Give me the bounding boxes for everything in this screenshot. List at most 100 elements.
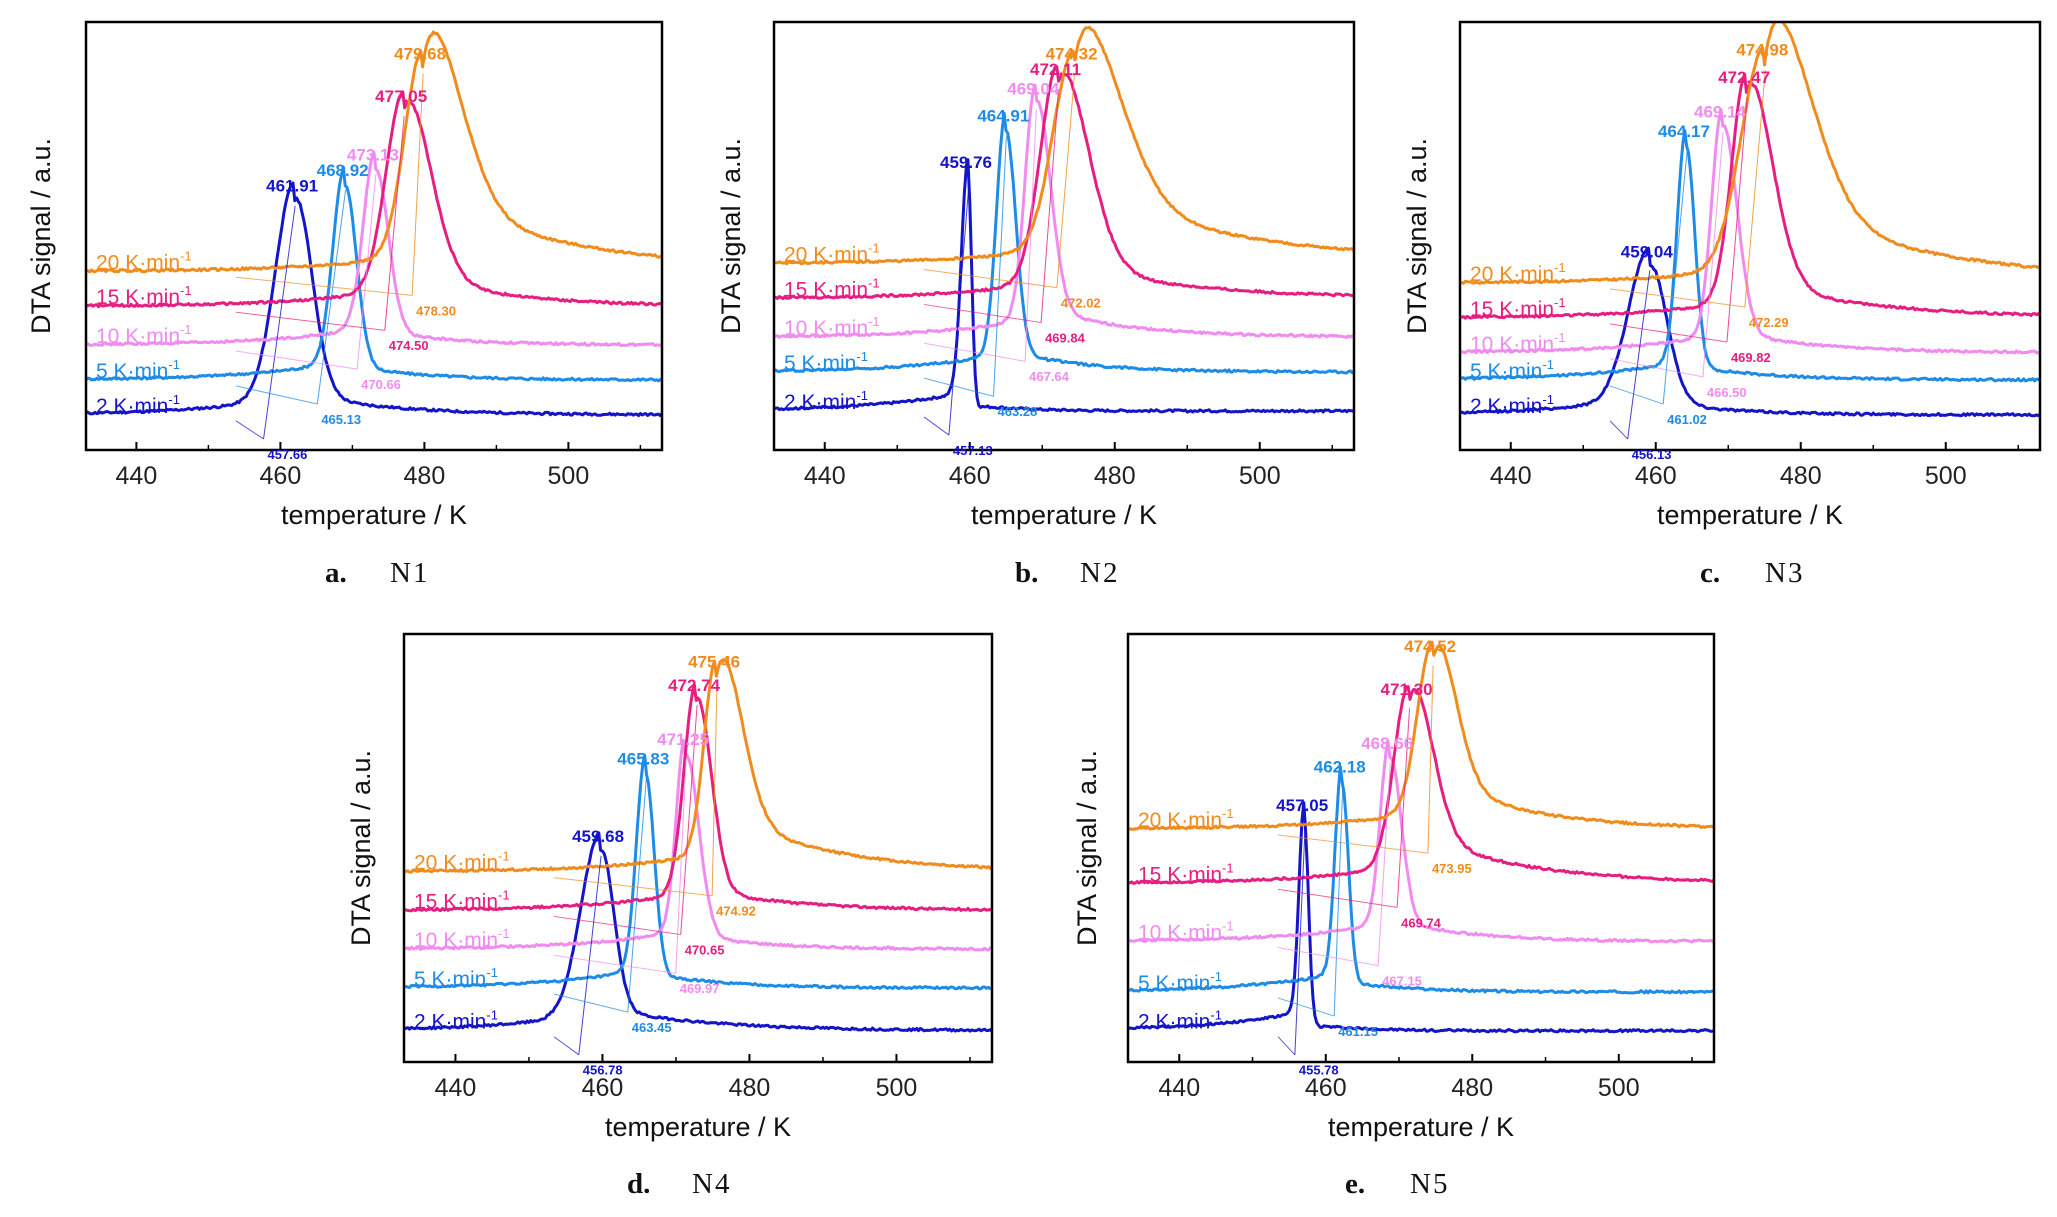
peak-label-10k: 471.25	[657, 730, 709, 749]
peak-label-2k: 459.04	[1621, 242, 1674, 261]
series-label-20k: 20 K·min-1	[784, 241, 880, 267]
series-label-20k: 20 K·min-1	[414, 849, 510, 875]
series-label-10k: 10 K·min-1	[1138, 918, 1234, 944]
series-label-sup: -1	[180, 248, 192, 263]
curves	[1128, 640, 1714, 1034]
series-label-sup: -1	[1554, 295, 1566, 310]
x-tick-label: 500	[876, 1074, 918, 1102]
series-label-20k: 20 K·min-1	[96, 248, 192, 274]
y-axis-label: DTA signal / a.u.	[26, 138, 56, 334]
onset-tangent-10k	[1377, 762, 1391, 966]
onset-label-10k: 467.64	[1029, 369, 1070, 384]
series-label-sup: -1	[1222, 806, 1234, 821]
onset-label-10k: 469.97	[680, 981, 720, 996]
series-line-10k	[1128, 739, 1714, 944]
x-axis-label: temperature / K	[1657, 500, 1843, 530]
series-label-2k: 2 K·min-1	[784, 388, 868, 414]
series-label-sup: -1	[868, 241, 880, 256]
onset-tangent-10k	[356, 173, 377, 370]
series-line-5k	[774, 111, 1354, 375]
series-line-20k	[1460, 22, 2040, 285]
series-label-15k: 15 K·min-1	[1138, 860, 1234, 886]
onset-label-15k: 469.82	[1731, 350, 1771, 365]
peak-label-5k: 462.18	[1314, 757, 1366, 776]
onset-leader-10k	[923, 342, 1026, 362]
series-line-15k	[1128, 685, 1714, 885]
series-label-10k: 10 K·min-1	[784, 314, 880, 340]
series-label-text: 2 K·min	[1138, 1011, 1210, 1034]
series-label-2k: 2 K·min-1	[414, 1008, 498, 1034]
onset-leader-15k	[553, 915, 681, 936]
series-label-text: 10 K·min	[1470, 333, 1554, 356]
onset-tangent-5k	[316, 189, 347, 405]
series-label-text: 20 K·min	[96, 251, 180, 274]
series-line-2k	[404, 831, 992, 1033]
onset-label-15k: 469.74	[1401, 915, 1442, 930]
x-tick-label: 500	[1925, 462, 1967, 490]
x-tick-label: 480	[404, 462, 446, 490]
x-tick-label: 480	[1094, 462, 1136, 490]
onset-label-20k: 474.92	[716, 904, 756, 919]
onset-leader-20k	[553, 877, 713, 897]
series-label-sup: -1	[1222, 860, 1234, 875]
onset-label-2k: 456.13	[1632, 447, 1672, 462]
series-line-10k	[404, 738, 992, 952]
series-label-text: 5 K·min	[1138, 972, 1210, 995]
onset-leader-20k	[923, 269, 1057, 289]
plot-frame	[1458, 20, 2042, 452]
x-tick-label: 440	[804, 462, 846, 490]
onset-leaders	[923, 73, 1076, 436]
series-label-15k: 15 K·min-1	[1470, 295, 1566, 321]
onset-tangent-2k	[263, 205, 296, 440]
onset-label-15k: 469.84	[1045, 330, 1086, 345]
y-axis-label: DTA signal / a.u.	[1072, 750, 1102, 946]
x-tick-label: 440	[1490, 462, 1532, 490]
series-label-text: 10 K·min	[96, 325, 180, 348]
onset-leader-5k	[1609, 385, 1664, 405]
series-line-20k	[404, 658, 992, 874]
onset-leader-20k	[235, 276, 413, 296]
onset-tangent-2k	[948, 182, 970, 436]
series-label-sup: -1	[856, 388, 868, 403]
panel-letter: a.	[325, 557, 347, 589]
onset-leaders	[1609, 69, 1766, 440]
onset-label-2k: 456.78	[583, 1063, 623, 1078]
series-label-sup: -1	[1542, 357, 1554, 372]
onset-label-5k: 461.02	[1667, 412, 1707, 427]
series-label-sup: -1	[868, 275, 880, 290]
series-label-sup: -1	[498, 887, 510, 902]
series-label-text: 15 K·min	[784, 278, 868, 301]
panel-n1: 440 460 480 500 temperature / K DTA signal / …	[26, 20, 664, 589]
x-tick-label: 480	[729, 1074, 771, 1102]
onset-leader-5k	[923, 377, 994, 397]
series-label-text: 2 K·min	[784, 391, 856, 414]
onset-label-20k: 472.02	[1061, 296, 1101, 311]
plot-frame	[1126, 632, 1716, 1064]
onset-leader-2k	[235, 420, 264, 440]
onset-label-5k: 463.28	[998, 404, 1038, 419]
onset-tangent-5k	[993, 136, 1007, 397]
series-label-sup: -1	[1210, 1008, 1222, 1023]
onset-label-5k: 463.45	[632, 1020, 672, 1035]
x-tick-label: 500	[1598, 1074, 1640, 1102]
series-line-15k	[86, 90, 662, 309]
onset-leader-5k	[1277, 997, 1335, 1017]
onset-label-5k: 461.15	[1338, 1024, 1378, 1039]
x-tick-label: 460	[582, 1074, 624, 1102]
peak-label-10k: 469.14	[1694, 103, 1747, 122]
series-label-sup: -1	[868, 314, 880, 329]
onset-leader-2k	[553, 1036, 580, 1056]
curves	[86, 30, 662, 418]
series-label-15k: 15 K·min-1	[784, 275, 880, 301]
panel-n4: 440 460 480 500 temperature / K DTA signal / …	[346, 632, 994, 1200]
onset-tangent-20k	[1056, 73, 1076, 288]
series-line-20k	[1128, 640, 1714, 831]
series-line-2k	[774, 158, 1354, 414]
peak-label-2k: 459.76	[940, 153, 992, 172]
onset-tangent-20k	[711, 681, 718, 896]
peak-label-2k: 457.05	[1276, 796, 1328, 815]
onset-tangent-5k	[1333, 786, 1344, 1017]
peak-label-5k: 464.17	[1658, 122, 1710, 141]
series-line-2k	[86, 181, 662, 418]
